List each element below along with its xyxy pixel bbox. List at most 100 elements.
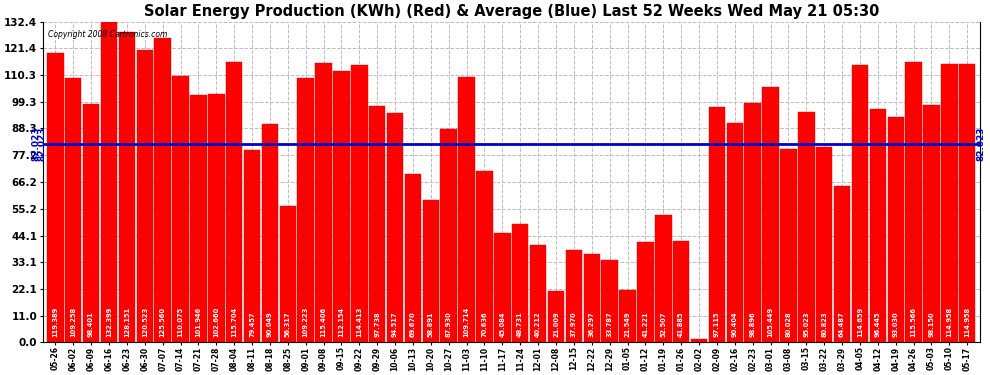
Text: 52.507: 52.507 <box>660 312 666 338</box>
Text: 56.317: 56.317 <box>285 312 291 338</box>
Text: 125.560: 125.560 <box>159 308 165 338</box>
Text: 96.445: 96.445 <box>875 312 881 338</box>
Text: 132.399: 132.399 <box>106 307 112 338</box>
Bar <box>780 148 797 342</box>
Bar <box>906 63 922 342</box>
Bar <box>244 150 260 342</box>
Text: 112.154: 112.154 <box>339 308 345 338</box>
Bar <box>869 109 886 342</box>
Bar <box>512 224 529 342</box>
Text: 110.075: 110.075 <box>177 308 183 338</box>
Text: 90.404: 90.404 <box>732 312 738 338</box>
Bar <box>65 78 81 342</box>
Bar <box>208 94 225 342</box>
Bar <box>887 117 904 342</box>
Text: 80.823: 80.823 <box>822 312 828 338</box>
Text: 80.028: 80.028 <box>785 312 791 338</box>
Bar <box>620 290 636 342</box>
Text: 102.660: 102.660 <box>213 307 219 338</box>
Text: 114.413: 114.413 <box>356 307 362 338</box>
Bar <box>334 71 349 342</box>
Bar <box>226 62 243 342</box>
Text: 33.787: 33.787 <box>607 312 613 338</box>
Text: 97.738: 97.738 <box>374 312 380 338</box>
Text: 70.636: 70.636 <box>481 312 487 338</box>
Bar <box>709 107 725 342</box>
Bar <box>351 65 367 342</box>
Text: 128.151: 128.151 <box>124 308 130 338</box>
Bar <box>924 105 940 342</box>
Text: 97.115: 97.115 <box>714 312 720 338</box>
Text: 114.958: 114.958 <box>964 308 970 338</box>
Text: 37.970: 37.970 <box>571 312 577 338</box>
Text: 82.023: 82.023 <box>38 126 47 161</box>
Bar <box>673 241 689 342</box>
Text: 114.958: 114.958 <box>946 308 952 338</box>
Text: 109.223: 109.223 <box>303 307 309 338</box>
Bar <box>601 261 618 342</box>
Text: 41.885: 41.885 <box>678 312 684 338</box>
Bar <box>494 233 511 342</box>
Bar <box>101 22 117 342</box>
Text: 58.891: 58.891 <box>428 312 434 338</box>
Bar <box>83 104 99 342</box>
Bar <box>279 206 296 342</box>
Text: 98.401: 98.401 <box>88 312 94 338</box>
Text: 114.659: 114.659 <box>857 308 863 338</box>
Text: 41.221: 41.221 <box>643 312 648 338</box>
Text: 109.258: 109.258 <box>70 308 76 338</box>
Text: 119.389: 119.389 <box>52 307 58 338</box>
Bar <box>834 186 850 342</box>
Bar <box>405 174 421 342</box>
Bar <box>297 78 314 342</box>
Text: 36.297: 36.297 <box>589 312 595 338</box>
Bar <box>798 112 815 342</box>
Bar <box>727 123 743 342</box>
Bar <box>119 32 135 342</box>
Bar <box>458 76 475 342</box>
Bar <box>959 64 975 342</box>
Bar <box>369 106 385 342</box>
Text: 87.930: 87.930 <box>446 312 451 338</box>
Text: 115.406: 115.406 <box>321 308 327 338</box>
Bar <box>154 38 171 342</box>
Text: 64.487: 64.487 <box>840 312 845 338</box>
Bar <box>583 254 600 342</box>
Bar <box>48 53 63 342</box>
Text: 115.704: 115.704 <box>231 308 238 338</box>
Text: 93.030: 93.030 <box>893 312 899 338</box>
Text: 120.523: 120.523 <box>142 308 148 338</box>
Text: 105.449: 105.449 <box>767 308 773 338</box>
Bar <box>941 64 957 342</box>
Text: 21.009: 21.009 <box>553 312 559 338</box>
Bar <box>441 129 457 342</box>
Bar <box>530 245 546 342</box>
Text: 101.946: 101.946 <box>195 307 201 338</box>
Text: 95.023: 95.023 <box>803 312 810 338</box>
Bar <box>190 96 207 342</box>
Bar <box>547 291 564 342</box>
Bar <box>691 339 707 342</box>
Text: 45.084: 45.084 <box>499 312 505 338</box>
Bar <box>261 124 278 342</box>
Bar <box>744 103 761 342</box>
Bar <box>638 243 653 342</box>
Text: 115.566: 115.566 <box>911 308 917 338</box>
Bar <box>137 51 153 342</box>
Text: 69.670: 69.670 <box>410 312 416 338</box>
Bar <box>387 114 403 342</box>
Bar <box>423 200 440 342</box>
Text: 82.023: 82.023 <box>976 126 985 161</box>
Text: 40.212: 40.212 <box>536 312 542 338</box>
Text: 90.049: 90.049 <box>267 312 273 338</box>
Bar <box>476 171 493 342</box>
Bar <box>762 87 779 342</box>
Text: 94.517: 94.517 <box>392 312 398 338</box>
Bar <box>655 215 671 342</box>
Text: 48.731: 48.731 <box>517 312 524 338</box>
Text: Copyright 2008 Cartronics.com: Copyright 2008 Cartronics.com <box>48 30 167 39</box>
Bar <box>816 147 833 342</box>
Title: Solar Energy Production (KWh) (Red) & Average (Blue) Last 52 Weeks Wed May 21 05: Solar Energy Production (KWh) (Red) & Av… <box>144 4 879 19</box>
Bar <box>565 251 582 342</box>
Text: 109.714: 109.714 <box>463 307 469 338</box>
